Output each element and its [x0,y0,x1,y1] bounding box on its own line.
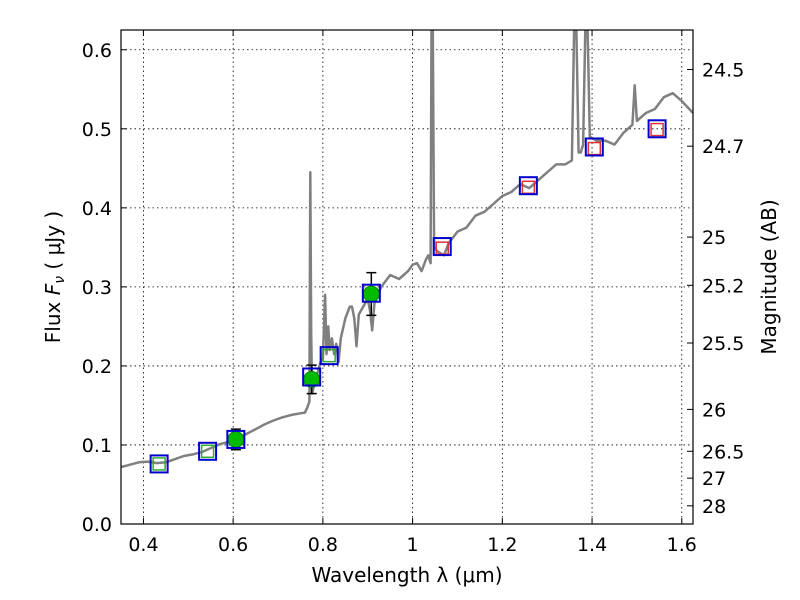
y-tick-label: 0.5 [82,119,112,141]
y-tick-label: 0.2 [82,356,112,378]
x-tick-label: 1 [407,534,419,556]
axis-ticks: 0.4 0.6 0.8 1 1.2 1.4 1.6 0.0 0.1 0.2 0.3 0.4 0.5 0.6… [82,30,744,556]
model-photometry-square [584,137,604,157]
x-axis-title: Wavelength λ (μm) [311,563,502,587]
y-tick-label: 0.0 [82,514,112,536]
model-photometry-square [198,441,218,461]
y-tick-label: 0.4 [82,198,112,220]
y2-tick-label: 25.2 [702,275,744,297]
plot-frame [120,29,694,525]
model-photometry-square [226,429,246,449]
y-tick-label: 0.3 [82,277,112,299]
y2-tick-label: 28 [702,496,726,518]
y-axis-title-unit: ( μJy ) [41,211,65,276]
y-tick-label: 0.6 [82,40,112,62]
observed-photometry-point [227,431,245,448]
synthetic-photometry-square [650,122,664,137]
synthetic-photometry-square [152,457,166,471]
y2-tick-label: 24.7 [702,136,744,158]
y2-tick-label: 26 [702,399,726,421]
y-axis-title-variable: F [41,283,65,295]
y-tick-label: 0.1 [82,435,112,457]
y2-tick-label: 24.5 [702,60,744,82]
model-photometry-square [432,237,452,257]
model-photometry-square [361,283,381,303]
model-photometry-square [518,176,538,196]
x-tick-label: 0.6 [218,534,248,556]
y2-tick-label: 27 [702,468,726,490]
y-axis-title-subscript: ν [52,276,68,284]
model-photometry-square [319,346,339,366]
x-tick-label: 1.2 [487,534,517,556]
synthetic-photometry-square [322,348,336,363]
y2-tick-label: 25 [702,227,726,249]
y-axis-title: Flux Fν ( μJy ) [41,211,68,343]
sed-model-line [121,30,693,469]
x-tick-label: 0.8 [308,534,338,556]
synthetic-photometry-square [200,444,215,459]
x-tick-label: 1.4 [577,534,607,556]
x-tick-label: 1.6 [667,534,697,556]
y-axis-title-prefix: Flux [41,295,65,343]
model-photometry-square [647,119,667,139]
y2-tick-label: 26.5 [702,441,744,463]
model-photometry-square [149,454,169,474]
y2-axis-title: Magnitude (AB) [757,199,781,354]
observed-photometry-point [362,285,380,303]
x-tick-label: 0.4 [128,534,158,556]
plot-data-area [121,30,693,474]
y2-tick-label: 25.5 [702,333,744,355]
model-photometry-square [302,367,322,387]
